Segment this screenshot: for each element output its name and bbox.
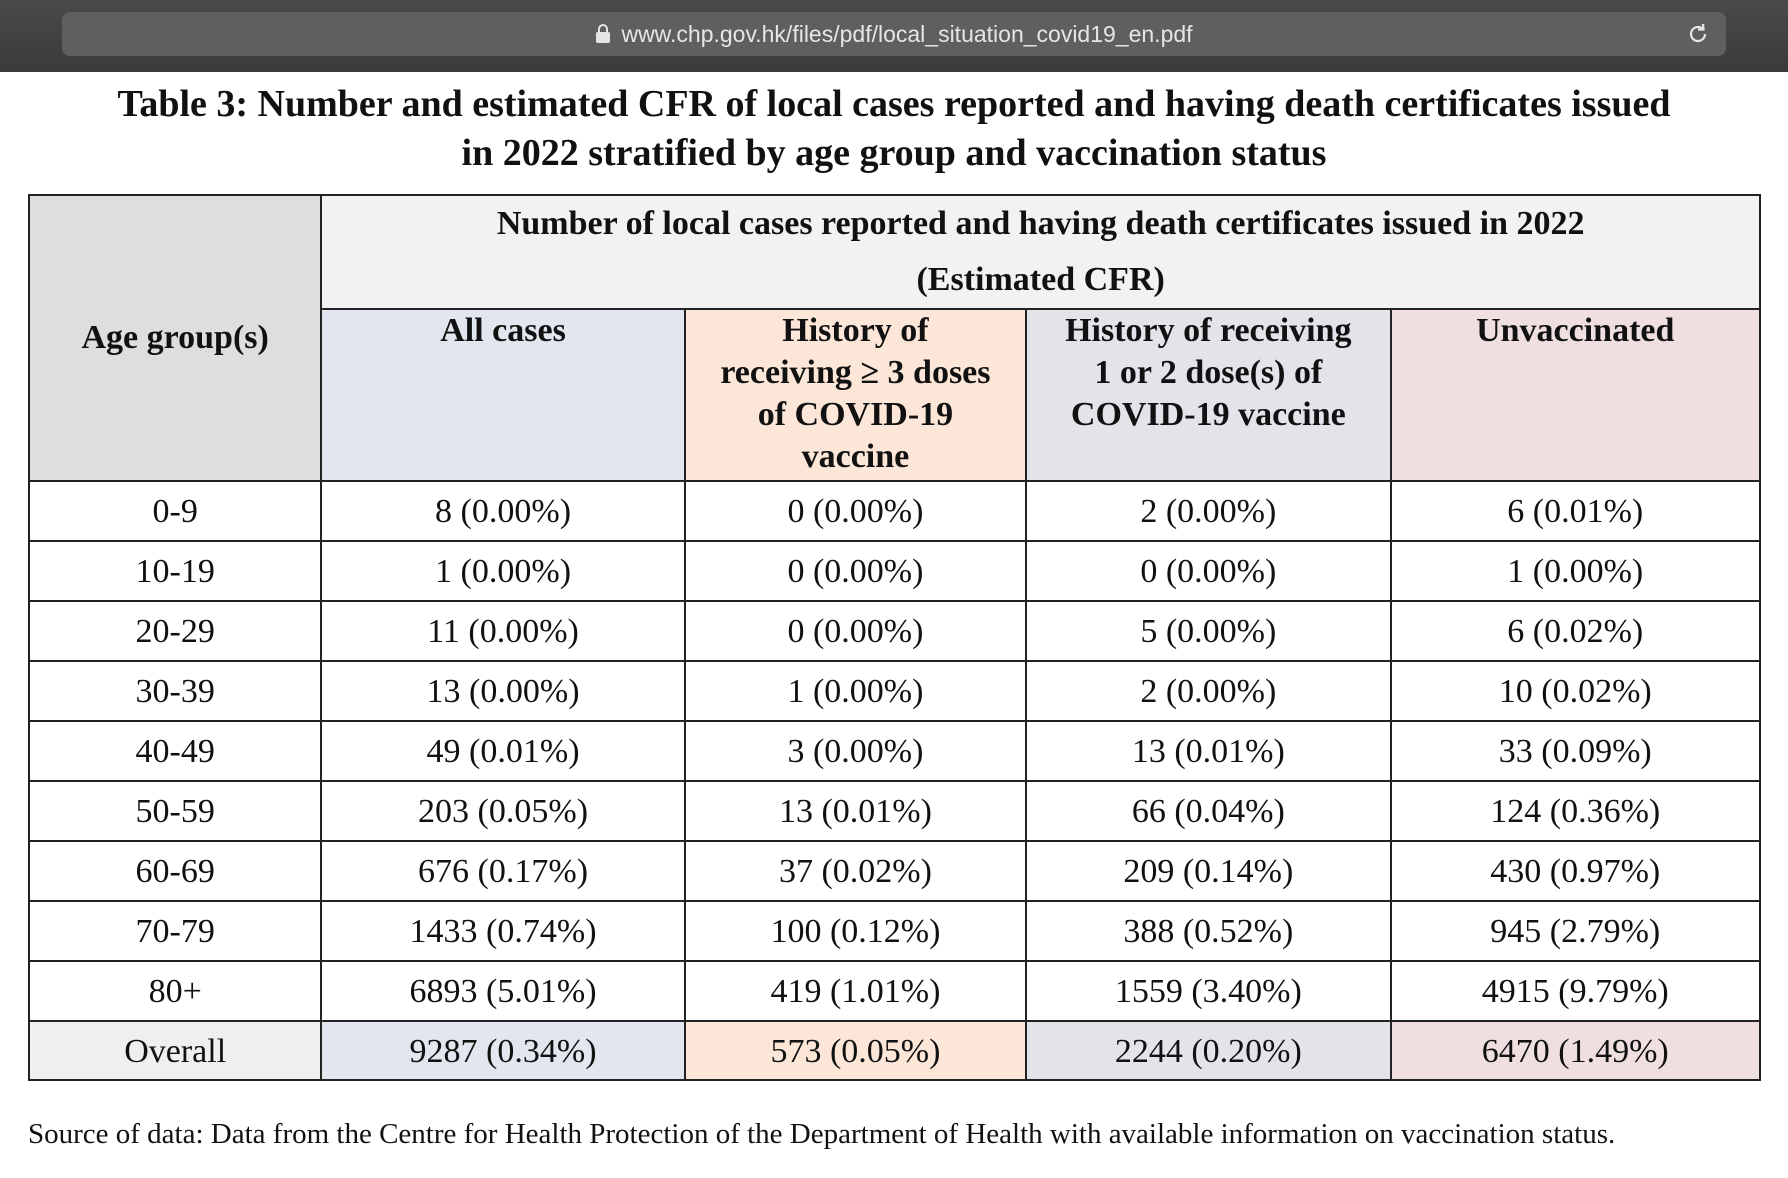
col-header-1-2-doses-line1: History of receiving [1065,312,1352,349]
all-cases-cell: 6893 (5.01%) [320,960,686,1022]
three-doses-cell: 419 (1.01%) [683,960,1028,1022]
unvaccinated-cell: 10 (0.02%) [1389,660,1762,722]
unvaccinated-cell: 4915 (9.79%) [1389,960,1762,1022]
overall-all-cases: 9287 (0.34%) [320,1020,686,1081]
address-bar-content: www.chp.gov.hk/files/pdf/local_situation… [62,12,1726,56]
age-cell: 80+ [27,960,323,1022]
source-note: Source of data: Data from the Centre for… [28,1118,1616,1150]
age-cell: 40-49 [27,720,323,782]
col-header-1-2-doses: History of receiving 1 or 2 dose(s) of C… [1025,308,1392,482]
column-header-row: All cases History of receiving ≥ 3 doses… [29,308,1762,482]
unvaccinated-cell: 945 (2.79%) [1389,900,1762,962]
table-row: 10-19 1 (0.00%) 0 (0.00%) 0 (0.00%) 1 (0… [27,540,1762,602]
overall-label: Overall [27,1020,323,1081]
col-header-3-doses-line3: of COVID-19 [757,396,954,433]
col-header-3-doses-line4: vaccine [801,438,910,475]
reload-icon[interactable] [1686,22,1710,46]
all-cases-cell: 203 (0.05%) [320,780,686,842]
unvaccinated-cell: 430 (0.97%) [1389,840,1762,902]
col-header-unvaccinated: Unvaccinated [1389,308,1762,482]
age-cell: 20-29 [27,600,323,662]
table-row: 40-49 49 (0.01%) 3 (0.00%) 13 (0.01%) 33… [27,720,1762,782]
three-doses-cell: 1 (0.00%) [683,660,1028,722]
group-header-line2: (Estimated CFR) [916,261,1165,298]
three-doses-cell: 3 (0.00%) [683,720,1028,782]
col-header-all-cases: All cases [320,308,686,482]
age-cell: 30-39 [27,660,323,722]
col-header-3-doses-line1: History of [782,312,929,349]
group-header-line1: Number of local cases reported and havin… [496,205,1585,242]
all-cases-cell: 1433 (0.74%) [320,900,686,962]
all-cases-cell: 8 (0.00%) [320,480,686,542]
age-cell: 60-69 [27,840,323,902]
unvaccinated-cell: 33 (0.09%) [1389,720,1762,782]
three-doses-cell: 13 (0.01%) [683,780,1028,842]
unvaccinated-cell: 6 (0.02%) [1389,600,1762,662]
table-header-row: Age group(s) Number of local cases repor… [27,194,1761,482]
one-two-doses-cell: 2 (0.00%) [1025,480,1392,542]
overall-one-two-doses: 2244 (0.20%) [1025,1020,1392,1081]
table-row: 80+ 6893 (5.01%) 419 (1.01%) 1559 (3.40%… [27,960,1762,1022]
all-cases-cell: 13 (0.00%) [320,660,686,722]
address-bar[interactable]: www.chp.gov.hk/files/pdf/local_situation… [62,12,1726,56]
table-title-line1: Table 3: Number and estimated CFR of loc… [117,83,1671,125]
one-two-doses-cell: 5 (0.00%) [1025,600,1392,662]
table-row: 70-79 1433 (0.74%) 100 (0.12%) 388 (0.52… [27,900,1762,962]
col-header-3-doses: History of receiving ≥ 3 doses of COVID-… [683,308,1028,482]
three-doses-cell: 100 (0.12%) [683,900,1028,962]
overall-unvaccinated: 6470 (1.49%) [1389,1020,1762,1081]
all-cases-cell: 49 (0.01%) [320,720,686,782]
browser-toolbar: www.chp.gov.hk/files/pdf/local_situation… [0,0,1788,72]
table-title: Table 3: Number and estimated CFR of loc… [20,80,1768,178]
three-doses-cell: 0 (0.00%) [683,600,1028,662]
all-cases-cell: 11 (0.00%) [320,600,686,662]
age-cell: 70-79 [27,900,323,962]
one-two-doses-cell: 388 (0.52%) [1025,900,1392,962]
one-two-doses-cell: 209 (0.14%) [1025,840,1392,902]
col-header-1-2-doses-line2: 1 or 2 dose(s) of [1094,354,1323,391]
three-doses-cell: 0 (0.00%) [683,540,1028,602]
age-cell: 0-9 [27,480,323,542]
one-two-doses-cell: 2 (0.00%) [1025,660,1392,722]
table-title-line2: in 2022 stratified by age group and vacc… [461,132,1327,174]
unvaccinated-cell: 1 (0.00%) [1389,540,1762,602]
col-header-1-2-doses-line3: COVID-19 vaccine [1070,396,1346,433]
cfr-table: Age group(s) Number of local cases repor… [27,194,1762,1081]
url-text: www.chp.gov.hk/files/pdf/local_situation… [621,20,1193,47]
age-group-header: Age group(s) [27,194,323,482]
table-row: 30-39 13 (0.00%) 1 (0.00%) 2 (0.00%) 10 … [27,660,1762,722]
all-cases-cell: 676 (0.17%) [320,840,686,902]
one-two-doses-cell: 0 (0.00%) [1025,540,1392,602]
three-doses-cell: 37 (0.02%) [683,840,1028,902]
three-doses-cell: 0 (0.00%) [683,480,1028,542]
table-row: 60-69 676 (0.17%) 37 (0.02%) 209 (0.14%)… [27,840,1762,902]
one-two-doses-cell: 1559 (3.40%) [1025,960,1392,1022]
age-cell: 50-59 [27,780,323,842]
lock-icon [596,24,611,43]
all-cases-cell: 1 (0.00%) [320,540,686,602]
table-row: 50-59 203 (0.05%) 13 (0.01%) 66 (0.04%) … [27,780,1762,842]
overall-row: Overall 9287 (0.34%) 573 (0.05%) 2244 (0… [27,1020,1762,1081]
table-row: 20-29 11 (0.00%) 0 (0.00%) 5 (0.00%) 6 (… [27,600,1762,662]
unvaccinated-cell: 6 (0.01%) [1389,480,1762,542]
overall-three-doses: 573 (0.05%) [683,1020,1028,1081]
col-header-3-doses-line2: receiving ≥ 3 doses [720,354,991,391]
one-two-doses-cell: 13 (0.01%) [1025,720,1392,782]
unvaccinated-cell: 124 (0.36%) [1389,780,1762,842]
group-header: Number of local cases reported and havin… [320,194,1761,310]
table-row: 0-9 8 (0.00%) 0 (0.00%) 2 (0.00%) 6 (0.0… [27,480,1762,542]
one-two-doses-cell: 66 (0.04%) [1025,780,1392,842]
age-cell: 10-19 [27,540,323,602]
